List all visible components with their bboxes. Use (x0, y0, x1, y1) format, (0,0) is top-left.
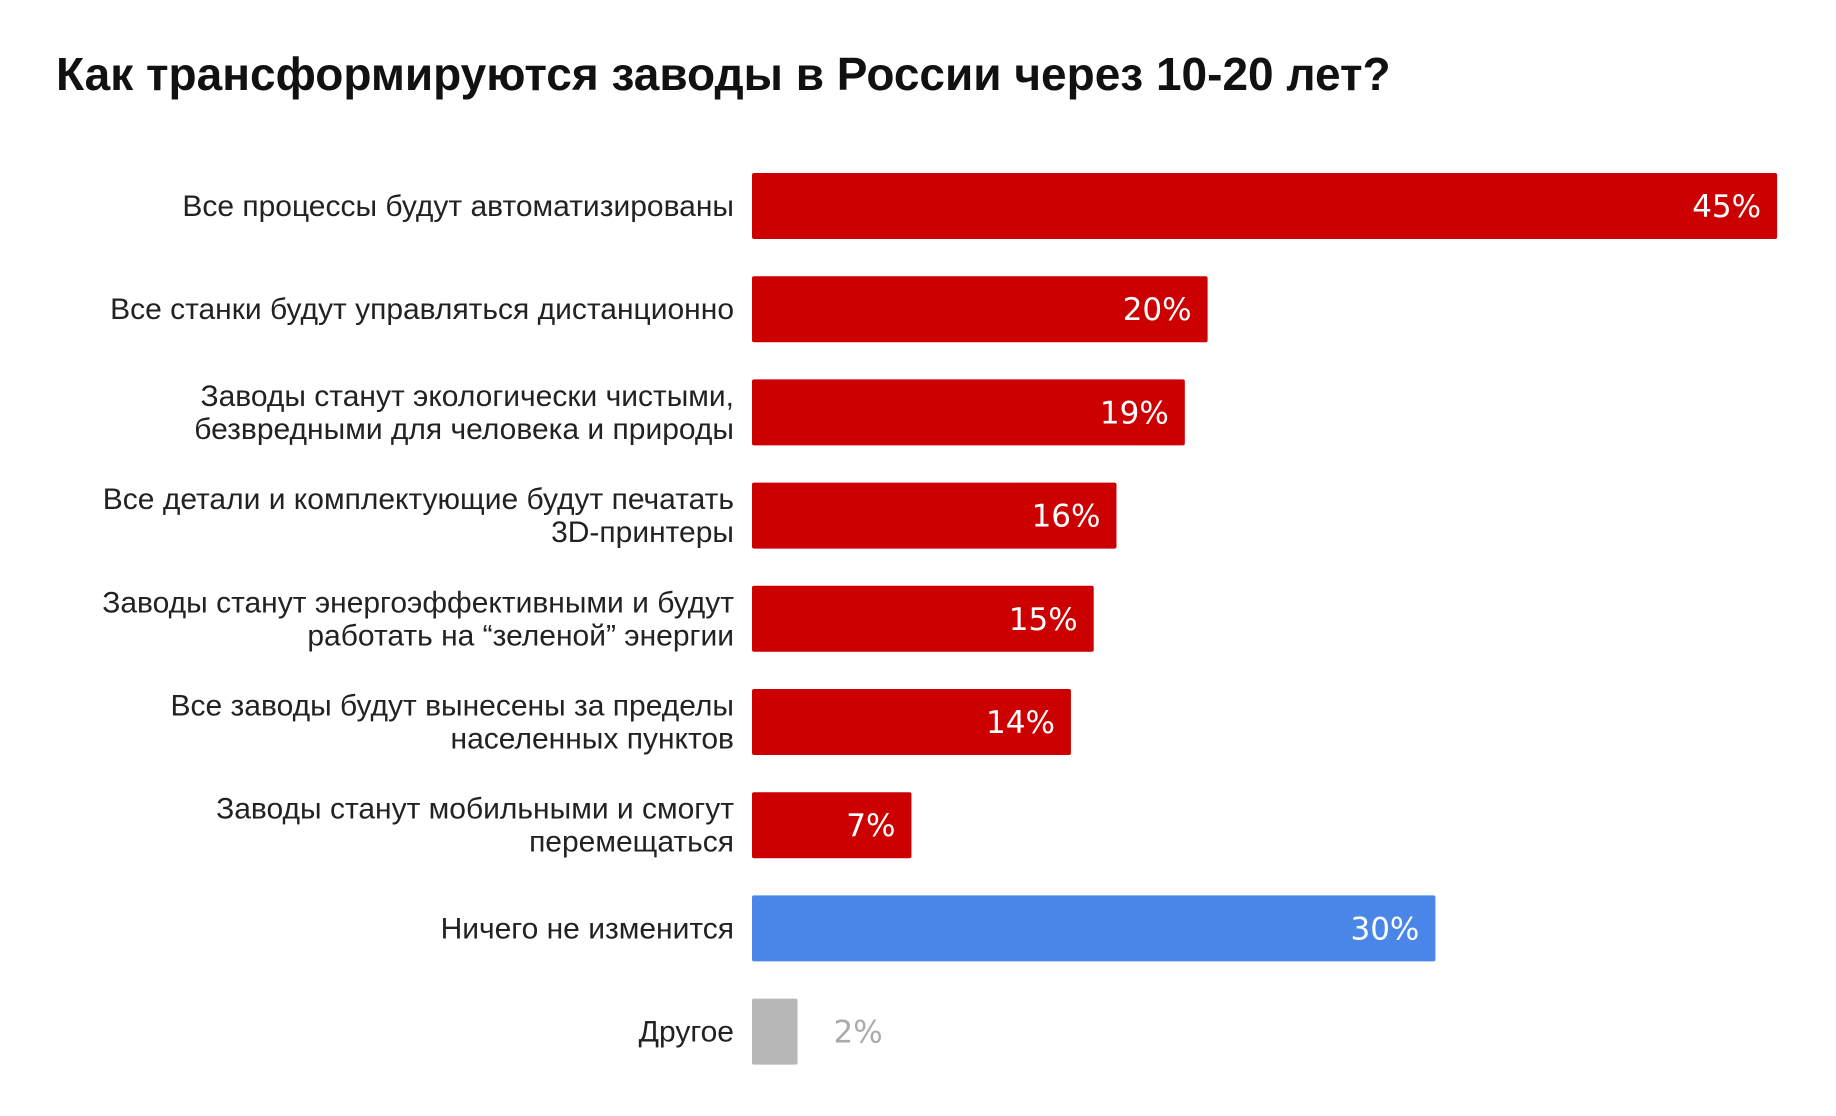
value-label: 14% (986, 705, 1055, 741)
bar (752, 895, 1436, 962)
bar (752, 173, 1778, 239)
category-label: Заводы станут экологически чистыми, безвр… (194, 379, 734, 445)
bar (752, 482, 1117, 549)
category-label: Все детали и комплектующие будут печатат… (103, 483, 734, 549)
bar (752, 585, 1094, 652)
bar (752, 998, 798, 1065)
value-label: 19% (1100, 395, 1169, 431)
category-label: Ничего не изменится (441, 912, 734, 945)
value-label: 15% (1009, 602, 1078, 638)
bar (752, 276, 1208, 343)
category-label: Все процессы будут автоматизированы (182, 190, 734, 223)
category-label: Все станки будут управляться дистанционн… (110, 293, 734, 326)
category-label: Заводы станут энергоэффективными и будут… (102, 586, 734, 652)
value-label: 20% (1123, 292, 1192, 328)
category-label: Заводы станут мобильными и смогут перемещ… (216, 792, 734, 858)
category-label: Все заводы будут вынесены за пределы насе… (171, 689, 735, 755)
bar (752, 689, 1071, 755)
bars-layer: 45% Все процессы будут автоматизированы 20… (102, 173, 1778, 1065)
value-label: 2% (834, 1015, 883, 1051)
value-label: 16% (1032, 499, 1101, 535)
value-label: 30% (1350, 911, 1419, 947)
bar (752, 792, 912, 859)
bar (752, 379, 1185, 446)
category-label: Другое (639, 1015, 734, 1048)
chart-title: Как трансформируются заводы в России чер… (56, 48, 1391, 100)
value-label: 45% (1692, 189, 1761, 225)
value-label: 7% (846, 808, 895, 844)
